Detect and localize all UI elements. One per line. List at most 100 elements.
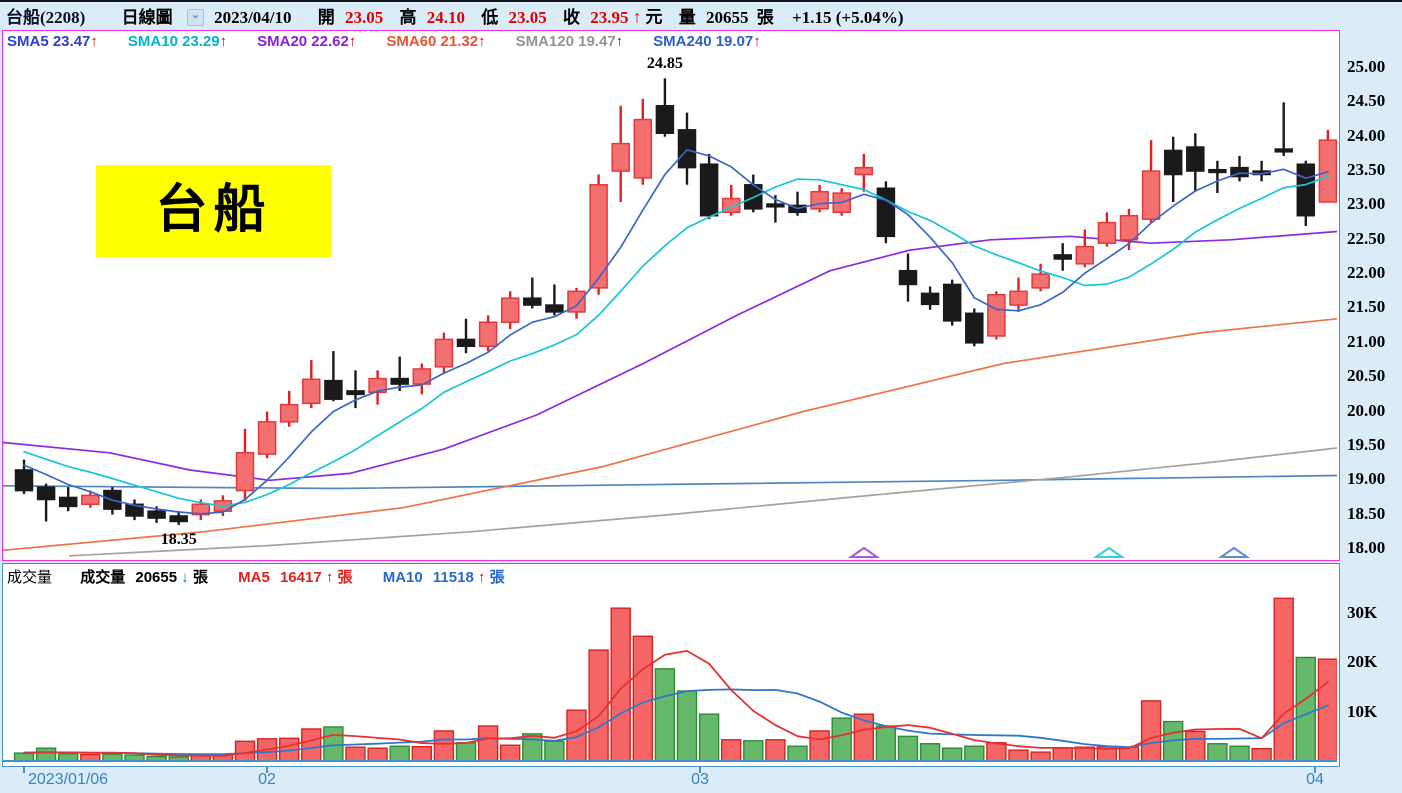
candle-body [965,312,984,344]
stock-badge: 台船 [96,165,331,257]
volume-bar [35,747,57,762]
sma-legend-item: SMA10 23.29↑ [127,33,228,50]
price-axis-label: 18.50 [1347,503,1386,523]
candle-body [523,297,542,306]
date-axis: 2023/01/06 02 03 04 [0,767,1402,793]
volume-axis-label: 30K [1347,603,1378,623]
volume-bar [698,713,720,762]
up-arrow-icon: ↑ [615,33,624,50]
volume-legend: 成交量 成交量 20655 ↓ 張 MA5 16417 ↑ 張 MA10 115… [7,566,505,586]
price-axis-label: 22.00 [1347,263,1386,283]
up-arrow-icon: ↑ [753,33,761,50]
price-axis-label: 20.00 [1347,400,1386,420]
volume-bar [477,725,499,762]
candle-body [1274,148,1293,153]
volume-bar [588,649,609,762]
candle-body [147,510,166,519]
candle-body [699,163,719,217]
vol-ma10-line [23,688,1329,756]
close-label: 收 [563,7,581,27]
high-annotation: 24.85 [646,55,683,73]
high-label: 高 [399,7,417,27]
date-tick-label: 03 [691,771,709,788]
volume-bar [1052,747,1073,762]
up-arrow-icon: ↑ [632,7,642,27]
volume-bar [986,742,1007,762]
candle-body [1053,254,1072,260]
candle-body [36,486,56,501]
candle-body [1208,168,1227,174]
chevron-down-icon[interactable]: ⌄ [186,8,204,26]
volume-bar [1074,746,1096,762]
volume-bar [765,739,786,762]
price-axis-label: 20.50 [1347,366,1386,386]
sma-legend-item: SMA60 21.32↑ [386,33,486,50]
volume-bar [676,690,698,762]
price-chart-svg [3,78,1337,558]
volume-bar [522,733,543,762]
header-bar: 台船(2208) 日線圖 ⌄ 2023/04/10 開 23.05 高 24.1… [0,0,1402,30]
price-axis-label: 18.00 [1347,537,1386,557]
open-label: 開 [317,7,335,27]
sma60-line [3,317,1337,552]
candle-body [854,166,874,176]
volume-bar [323,726,344,762]
volume-bar [721,739,742,762]
candle-body [324,379,343,400]
volume-bar [919,743,941,762]
volume-bar [345,746,366,762]
vol-ma5-unit: 張 [337,569,353,586]
volume-bar [367,747,388,762]
candle-body [920,292,940,306]
candle-body [368,377,387,394]
candle-body [876,187,896,238]
date-tick-mark [699,767,701,773]
volume-label: 量 [678,7,696,27]
volume-bar [1251,747,1272,762]
volume-bar [1295,656,1317,762]
vol-ma10-label: MA10 [382,569,423,586]
candle-body [1296,163,1316,217]
vol-ma5-label: MA5 [238,569,270,586]
marker-triangle-icon [1217,546,1251,558]
sma-legend-item: SMA240 19.07↑ [653,33,761,50]
period-selector[interactable]: 日線圖 [121,7,173,27]
candle-body [898,269,918,286]
volume-bar [411,746,432,762]
marker-triangle-icon [847,546,881,558]
sma-legend: SMA5 23.47↑ SMA10 23.29↑ SMA20 22.62↑ SMA60… [7,33,791,53]
price-axis-label: 23.50 [1347,160,1386,180]
sma5-line [23,148,1329,515]
candle-body [279,403,299,423]
volume-bar [1207,743,1228,762]
volume-bar [301,728,322,762]
sma120-line [68,447,1337,557]
open-value: 23.05 [345,7,384,27]
candle-body [677,129,697,169]
candle-body [456,338,476,348]
candle-body [1230,166,1249,178]
volume-unit: 張 [756,7,774,27]
candle-body [942,283,962,322]
candle-body [434,338,454,368]
volume-bar [102,753,123,762]
candle-body [125,503,144,517]
sma-legend-item: SMA5 23.47↑ [7,33,98,50]
volume-pane: 成交量 成交量 20655 ↓ 張 MA5 16417 ↑ 張 MA10 115… [2,563,1340,767]
close-value: 23.95 [590,7,629,27]
volume-bar [566,709,587,762]
date-tick-mark [23,767,25,773]
price-pane: SMA5 23.47↑ SMA10 23.29↑ SMA20 22.62↑ SMA60… [2,30,1340,561]
candle-body [589,184,608,289]
date-tick-mark [1314,767,1316,773]
candle-body [987,293,1006,337]
candle-body [1097,221,1117,244]
date-tick-mark [266,767,268,773]
low-value: 23.05 [508,7,547,27]
date-tick-label: 2023/01/06 [28,771,109,788]
up-arrow-icon: ↑ [348,33,357,50]
high-value: 24.10 [426,7,466,27]
currency-unit: 元 [645,7,663,27]
price-axis-label: 21.00 [1347,331,1386,351]
volume-axis-label: 10K [1347,701,1378,721]
